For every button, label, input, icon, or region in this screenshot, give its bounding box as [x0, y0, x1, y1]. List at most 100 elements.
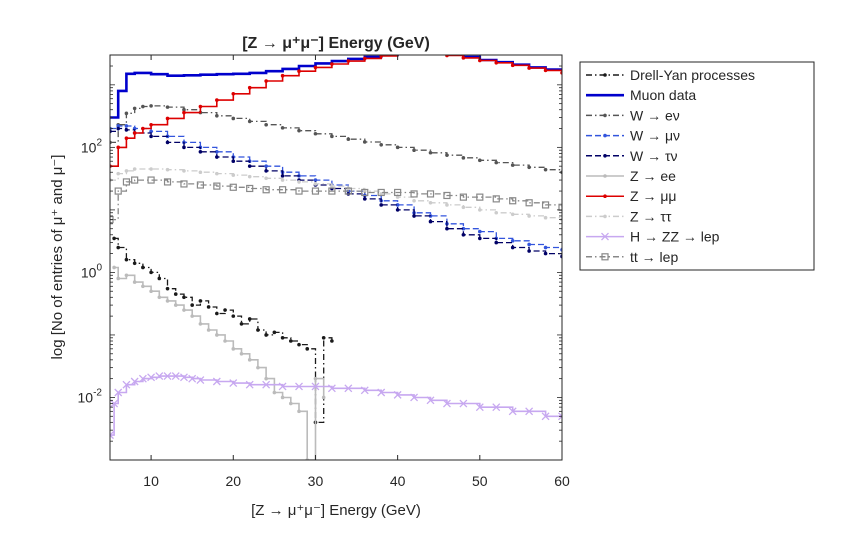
data-point-tt-lep: [443, 191, 451, 200]
data-point-z: [379, 55, 383, 58]
data-point-h-zz-lep: [171, 372, 180, 381]
data-point-drell-yan-processes: [112, 236, 116, 241]
x-tick-label: 40: [390, 473, 406, 489]
data-point-h-zz-lep: [278, 382, 287, 391]
y-tick-label: 10-2: [78, 387, 103, 405]
data-point-w: [165, 140, 170, 145]
data-point-z: [543, 68, 548, 73]
data-point-z-ee: [182, 308, 186, 312]
data-point-drell-yan-processes: [165, 286, 170, 291]
data-point-z: [478, 208, 482, 212]
data-point-tt-lep: [295, 187, 303, 195]
data-point-drell-yan-processes: [231, 314, 236, 318]
data-point-tt-lep: [459, 193, 467, 201]
data-point-z: [527, 214, 531, 218]
data-point-w: [182, 145, 186, 150]
data-point-z: [362, 56, 367, 61]
data-point-w-e: [379, 142, 384, 147]
data-point-z: [543, 215, 548, 220]
data-point-tt-lep: [213, 182, 221, 190]
data-point-tt-lep: [410, 190, 418, 198]
data-point-tt-lep: [278, 186, 287, 194]
data-point-tt-lep: [196, 181, 204, 189]
data-point-z: [346, 59, 351, 63]
data-point-w: [264, 164, 268, 168]
data-point-drell-yan-processes: [215, 311, 219, 316]
data-point-z: [198, 104, 203, 109]
series-z: [110, 167, 562, 222]
data-point-w: [428, 219, 433, 224]
y-tick-label: 102: [81, 137, 103, 155]
data-point-w-e: [313, 131, 318, 136]
data-point-w-e: [182, 107, 186, 112]
data-point-h-zz-lep: [163, 372, 172, 381]
legend-label-drell-yan-processes: Drell-Yan processes: [630, 67, 755, 83]
legend-label-w: W → τν: [630, 148, 678, 164]
legend: Drell-Yan processes Muon data W → eν W → μν…: [579, 61, 815, 271]
data-point-z: [510, 212, 515, 217]
data-point-h-zz-lep: [138, 374, 147, 383]
legend-item-muon-data: Muon data: [586, 87, 696, 103]
data-point-w-e: [247, 119, 252, 124]
data-point-h-zz-lep: [508, 407, 517, 416]
data-point-w-e: [124, 111, 129, 116]
legend-marker-tt-lep: [601, 253, 609, 261]
data-point-w-e: [362, 140, 367, 144]
data-point-drell-yan-processes: [157, 276, 162, 281]
data-point-drell-yan-processes: [173, 292, 178, 296]
data-point-z-ee: [206, 328, 211, 332]
data-point-h-zz-lep: [262, 380, 271, 389]
data-point-drell-yan-processes: [305, 347, 310, 351]
data-point-z: [527, 66, 531, 70]
data-point-drell-yan-processes: [280, 336, 285, 340]
data-point-h-zz-lep: [311, 382, 320, 391]
data-point-h-zz-lep: [541, 412, 550, 421]
data-point-z-ee: [231, 347, 236, 351]
data-point-h-zz-lep: [327, 384, 336, 393]
data-point-h-zz-lep: [558, 412, 562, 421]
data-point-tt-lep: [122, 178, 131, 186]
data-point-z: [461, 56, 466, 60]
data-point-w-e: [510, 163, 515, 167]
data-point-z-ee: [313, 376, 318, 381]
data-point-w: [510, 245, 515, 250]
data-point-h-zz-lep: [393, 390, 402, 399]
legend-item-w: W → τν: [586, 148, 678, 164]
legend-item-drell-yan-processes: Drell-Yan processes: [586, 67, 755, 83]
data-point-z: [330, 62, 334, 66]
series-z-ee: [112, 265, 326, 460]
data-point-z: [116, 145, 121, 150]
data-point-tt-lep: [328, 187, 336, 195]
legend-label-z: Z → ττ: [630, 208, 672, 224]
data-point-drell-yan-processes: [239, 322, 244, 326]
data-point-z: [132, 167, 137, 171]
data-point-w-e: [297, 128, 301, 133]
data-point-tt-lep: [426, 190, 435, 198]
data-point-w-e: [395, 145, 400, 150]
legend-item-w-e: W → eν: [586, 107, 680, 123]
data-point-w: [461, 226, 466, 231]
legend-marker-z-ee: [603, 174, 607, 178]
legend-marker-z: [603, 214, 607, 219]
legend-label-z-ee: Z → ee: [630, 168, 676, 184]
chart-title: [Z → μ⁺μ⁻] Energy (GeV): [242, 35, 430, 52]
series-w-e: [110, 104, 562, 175]
data-point-tt-lep: [361, 188, 369, 197]
data-point-h-zz-lep: [110, 399, 119, 408]
legend-item-z: Z → ττ: [586, 208, 672, 224]
data-point-w: [215, 149, 219, 154]
x-tick-label: 50: [472, 473, 488, 489]
data-point-h-zz-lep: [122, 380, 131, 389]
data-point-h-zz-lep: [110, 431, 114, 440]
data-point-z: [215, 98, 219, 102]
data-point-h-zz-lep: [212, 377, 221, 386]
legend-label-h-zz-lep: H → ZZ → lep: [630, 229, 720, 245]
data-point-drell-yan-processes: [149, 270, 153, 275]
data-point-w: [527, 242, 531, 247]
data-point-z: [165, 116, 170, 121]
data-point-w: [149, 129, 153, 134]
data-point-h-zz-lep: [492, 403, 501, 412]
data-point-z: [247, 85, 252, 90]
data-point-drell-yan-processes: [116, 245, 121, 250]
data-point-h-zz-lep: [245, 380, 254, 389]
